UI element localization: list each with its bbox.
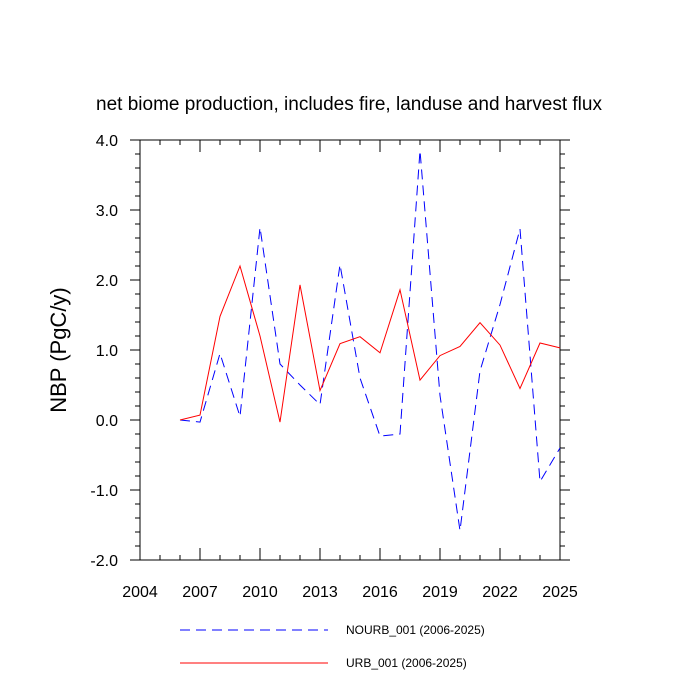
x-tick-label: 2010 (242, 584, 278, 601)
x-tick-label: 2013 (302, 584, 338, 601)
y-tick-label: -1.0 (90, 483, 118, 500)
plot-frame (139, 139, 561, 561)
legend-label-nourb: NOURB_001 (2006-2025) (346, 623, 485, 637)
x-tick-label: 2007 (182, 584, 218, 601)
y-tick-label: 1.0 (96, 343, 118, 360)
x-tick-label: 2019 (422, 584, 458, 601)
x-tick-label: 2025 (542, 584, 578, 601)
x-tick-label: 2016 (362, 584, 398, 601)
series-lines (179, 150, 561, 531)
y-tick-label: 3.0 (96, 203, 118, 220)
y-tick-label: -2.0 (90, 553, 118, 570)
x-tick-label: 2022 (482, 584, 518, 601)
y-tick-label: 0.0 (96, 413, 118, 430)
y-tick-label: 4.0 (96, 133, 118, 150)
legend-label-urb: URB_001 (2006-2025) (346, 656, 467, 670)
legend: NOURB_001 (2006-2025) URB_001 (2006-2025… (180, 623, 485, 670)
x-tick-label: 2004 (122, 584, 158, 601)
series-line-urb (179, 264, 561, 423)
y-tick-label: 2.0 (96, 273, 118, 290)
axis-ticks (130, 139, 570, 561)
chart-title: net biome production, includes fire, lan… (96, 94, 602, 115)
series-line-nourb (179, 150, 561, 531)
y-axis-label: NBP (PgC/y) (46, 287, 71, 413)
tick-labels: 2004 2007 2010 2013 2016 2019 2022 2025 -2.0 -1.0… (90, 133, 577, 601)
